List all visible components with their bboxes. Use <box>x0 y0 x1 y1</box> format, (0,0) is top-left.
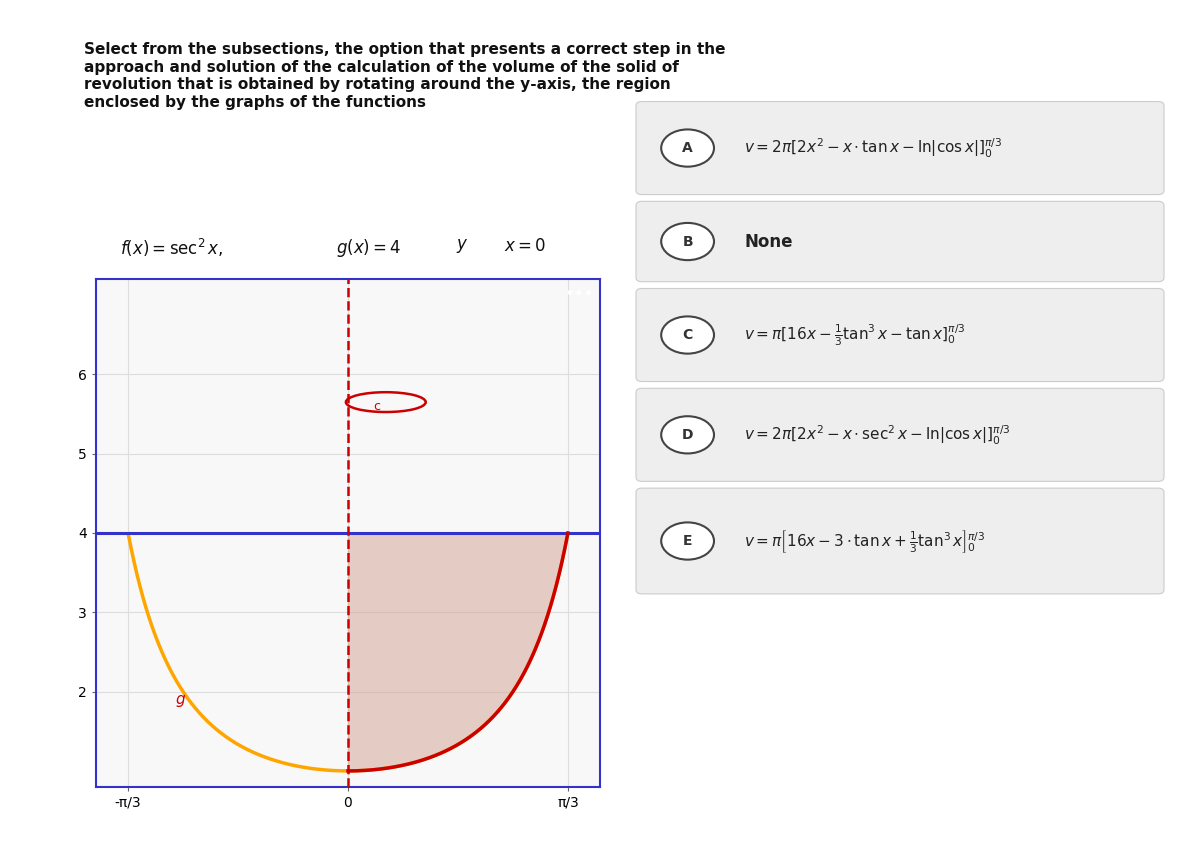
Text: None: None <box>744 233 792 250</box>
Text: $g(x) = 4$: $g(x) = 4$ <box>336 237 401 259</box>
Text: c: c <box>373 400 380 413</box>
Text: D: D <box>682 428 694 442</box>
Text: $v = \pi\left[16x - 3\cdot\tan x + \frac{1}{3}\tan^3 x\right]_0^{\pi/3}$: $v = \pi\left[16x - 3\cdot\tan x + \frac… <box>744 528 985 554</box>
Text: •••: ••• <box>564 285 594 303</box>
Text: g: g <box>176 691 186 706</box>
Text: C: C <box>683 328 692 342</box>
Text: $x = 0$: $x = 0$ <box>504 237 546 255</box>
Text: E: E <box>683 534 692 548</box>
Text: $v = 2\pi[2x^2 - x\cdot\sec^2 x - \ln|\cos x|]_0^{\pi/3}$: $v = 2\pi[2x^2 - x\cdot\sec^2 x - \ln|\c… <box>744 423 1010 447</box>
Text: Select from the subsections, the option that presents a correct step in the
appr: Select from the subsections, the option … <box>84 42 726 109</box>
Text: A: A <box>683 141 692 155</box>
Text: $v = \pi[16x - \frac{1}{3}\tan^3 x - \tan x]_0^{\pi/3}$: $v = \pi[16x - \frac{1}{3}\tan^3 x - \ta… <box>744 322 966 348</box>
Text: $f(x) = \sec^2 x,$: $f(x) = \sec^2 x,$ <box>120 237 223 259</box>
Text: B: B <box>683 234 692 249</box>
Text: $y$: $y$ <box>456 237 468 255</box>
Text: $v = 2\pi[2x^2 - x\cdot\tan x - \ln|\cos x|]_0^{\pi/3}$: $v = 2\pi[2x^2 - x\cdot\tan x - \ln|\cos… <box>744 136 1002 160</box>
